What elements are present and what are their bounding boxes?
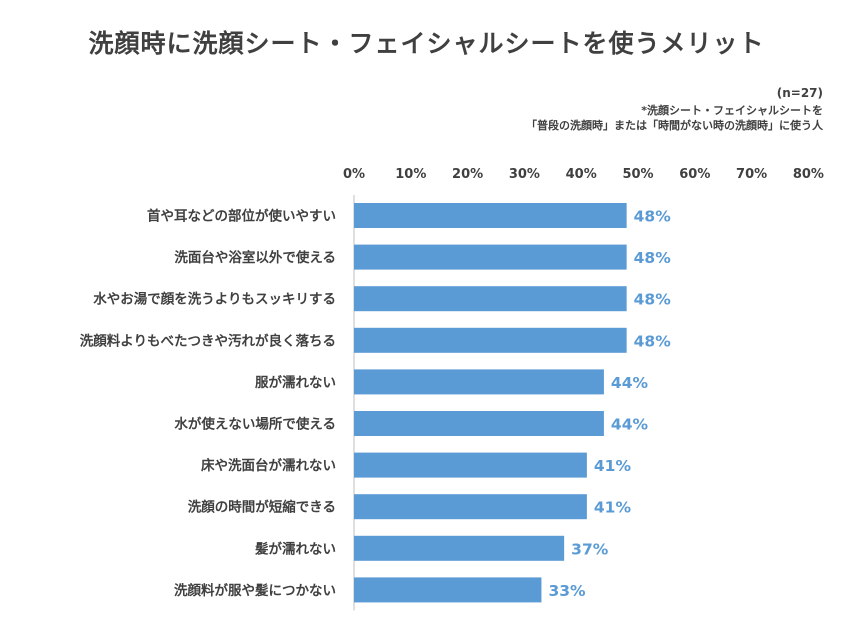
data-label: 33% (548, 582, 586, 600)
bar (354, 452, 587, 478)
category-label: 髪が濡れない (254, 540, 336, 557)
data-label: 44% (611, 416, 649, 434)
data-label: 37% (571, 540, 609, 558)
x-tick-label: 50% (622, 167, 653, 182)
x-tick-label: 20% (452, 167, 483, 182)
x-tick-label: 70% (736, 167, 767, 182)
data-label: 48% (634, 208, 672, 226)
sample-size-note: (n=27) (776, 86, 823, 100)
footnote-line-1: *洗顔シート・フェイシャルシートを (641, 104, 823, 117)
bar (354, 203, 627, 228)
bar (354, 244, 627, 270)
data-label: 41% (594, 499, 632, 517)
data-label: 48% (634, 249, 672, 267)
category-label: 洗顔料が服や髪につかない (174, 582, 336, 599)
category-label: 水が使えない場所で使える (174, 416, 336, 433)
data-label: 41% (594, 457, 632, 475)
bar (354, 327, 627, 353)
category-label: 床や洗面台が濡れない (201, 457, 336, 474)
category-label: 首や耳などの部位が使いやすい (147, 208, 336, 225)
bar (354, 577, 542, 603)
data-label: 48% (634, 291, 672, 309)
x-tick-label: 80% (793, 167, 824, 182)
category-label: 洗顔料よりもべたつきや汚れが良く落ちる (80, 332, 336, 349)
category-label: 水やお湯で顔を洗うよりもスッキリする (93, 291, 336, 308)
x-tick-label: 0% (343, 167, 365, 182)
x-tick-label: 10% (395, 167, 426, 182)
chart-title: 洗顔時に洗顔シート・フェイシャルシートを使うメリット (88, 29, 765, 58)
x-tick-label: 40% (566, 167, 597, 182)
category-label: 洗顔の時間が短縮できる (188, 499, 336, 516)
bar (354, 535, 565, 561)
data-label: 44% (611, 374, 649, 392)
x-tick-label: 30% (509, 167, 540, 182)
bar (354, 411, 604, 436)
data-label: 48% (634, 332, 672, 350)
footnote-line-2: 「普段の洗顔時」または「時間がない時の洗顔時」に使う人 (526, 119, 823, 132)
bar (354, 494, 587, 520)
category-label: 洗面台や浴室以外で使える (174, 249, 336, 266)
bar (354, 286, 627, 312)
category-label: 服が濡れない (255, 374, 336, 391)
bar (354, 369, 604, 395)
x-tick-label: 60% (679, 167, 710, 182)
